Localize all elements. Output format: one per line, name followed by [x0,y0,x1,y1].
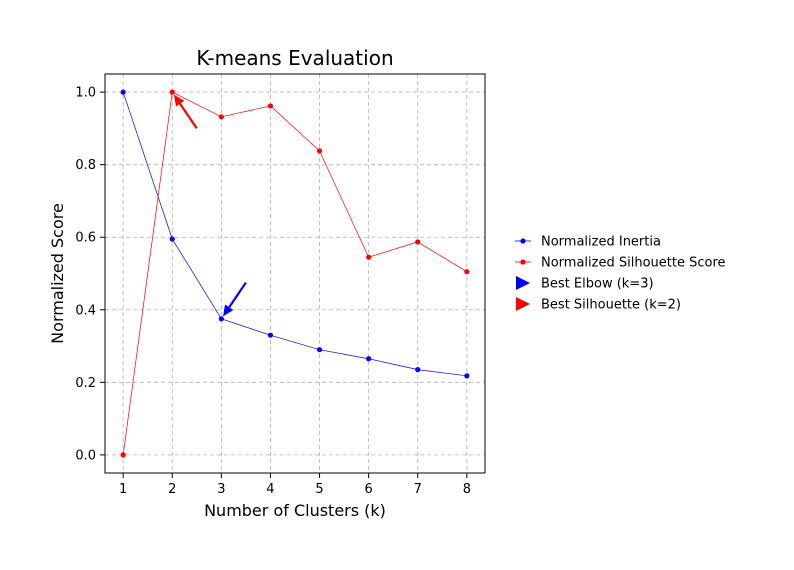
annotation-arrow-head [173,94,185,107]
data-point [120,89,126,95]
data-point [316,148,323,154]
data-point [267,103,274,109]
data-point [415,239,421,245]
y-tick-label: 0.8 [75,158,96,173]
legend-label: Best Elbow (k=3) [541,277,654,292]
series-line-0 [122,92,467,377]
data-point [218,114,224,120]
data-point [169,236,175,242]
x-tick-label: 3 [217,482,225,497]
y-tick-label: 0.4 [75,303,96,318]
chart-title: K-means Evaluation [196,46,393,70]
annotation-arrow-1 [173,94,198,130]
legend-item-0: Normalized Inertia [515,235,661,250]
legend: Normalized Inertia Normalized Silhouette … [515,235,726,313]
legend-item-annotation-1: Best Silhouette (k=2) [516,297,681,313]
axis-ticks: 1 2 3 4 5 6 7 8 0.0 0.2 0.4 0.6 0.8 1.0 [75,86,471,497]
x-tick-label: 1 [119,482,127,497]
annotation-arrow-0 [223,281,247,317]
grid-lines [105,74,485,473]
legend-label: Normalized Silhouette Score [541,256,726,271]
plot-area-frame [104,73,486,474]
legend-triangle-marker [516,297,530,311]
data-point [120,452,126,458]
data-point [464,373,470,379]
annotation-arrow-head [223,304,234,317]
legend-marker [520,238,526,244]
x-tick-label: 8 [463,482,471,497]
legend-marker [520,259,526,265]
legend-item-annotation-0: Best Elbow (k=3) [516,276,654,292]
data-point [464,269,470,275]
data-point [267,332,274,338]
x-tick-label: 2 [168,482,176,497]
data-point [366,254,372,260]
annotation-arrow-shaft [179,103,198,130]
annotation-layer [173,94,247,317]
legend-item-1: Normalized Silhouette Score [515,256,726,271]
y-tick-label: 0.2 [75,376,96,391]
series-layer [120,89,470,458]
x-tick-label: 6 [365,482,373,497]
y-tick-label: 1.0 [75,86,96,101]
data-point [169,89,175,95]
data-point [316,347,323,353]
legend-triangle-marker [516,276,530,290]
legend-label: Best Silhouette (k=2) [541,298,681,313]
x-tick-label: 4 [266,482,274,497]
series-line-1 [122,91,468,455]
x-axis-label: Number of Clusters (k) [204,501,386,520]
legend-label: Normalized Inertia [541,235,661,250]
data-point [366,356,372,362]
data-point [218,316,224,322]
annotation-arrow-shaft [228,281,247,308]
data-point [415,367,421,373]
x-tick-label: 5 [315,482,323,497]
y-tick-label: 0.6 [75,231,96,246]
y-tick-label: 0.0 [75,448,96,463]
y-axis-label: Normalized Score [48,203,67,344]
x-tick-label: 7 [414,482,422,497]
